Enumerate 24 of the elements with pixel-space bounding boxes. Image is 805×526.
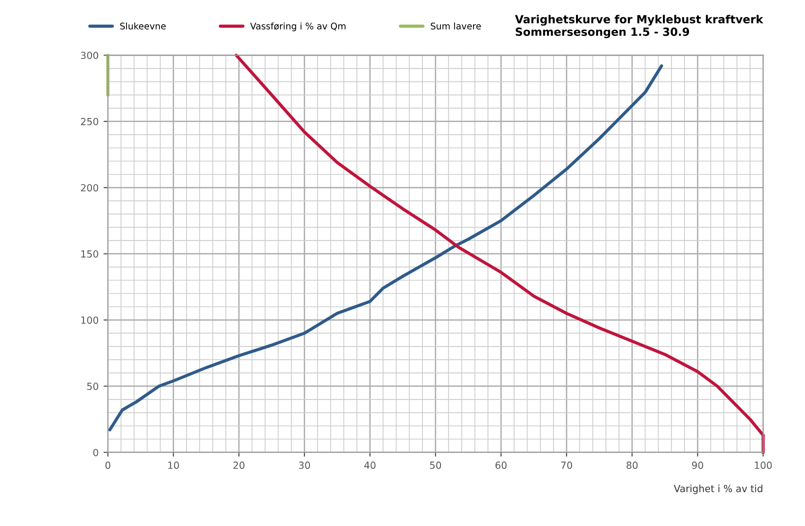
x-axis-title: Varighet i % av tid xyxy=(674,484,762,494)
x-tick-label: 10 xyxy=(168,462,179,469)
x-tick-label: 100 xyxy=(754,462,772,469)
chart-title: Varighetskurve for Myklebust kraftverk Sommersesongen 1.5 - 30.9 xyxy=(515,14,764,38)
y-tick-label: 100 xyxy=(81,316,98,324)
x-tick-label: 30 xyxy=(299,462,310,469)
x-tick-label: 60 xyxy=(496,462,507,469)
x-tick-label: 20 xyxy=(233,462,244,469)
x-tick-label: 50 xyxy=(430,462,442,469)
x-tick-label: 40 xyxy=(364,462,376,469)
y-tick-label: 300 xyxy=(81,52,98,60)
line-series xyxy=(108,64,664,432)
legend-label: Sum lavere xyxy=(430,22,481,30)
legend-label: Vassføring i % av Qm xyxy=(250,22,346,32)
y-tick-label: 0 xyxy=(93,448,98,456)
x-tick-label: 70 xyxy=(561,462,572,469)
y-tick-label: 150 xyxy=(81,250,98,258)
x-tick-label: 80 xyxy=(626,462,638,469)
legend-label: Slukeevne xyxy=(120,22,166,30)
x-tick-label: 0 xyxy=(105,462,110,469)
y-tick-label: 200 xyxy=(80,184,98,192)
x-tick-label: 90 xyxy=(692,462,704,469)
y-tick-label: 50 xyxy=(87,382,98,390)
y-tick-label: 250 xyxy=(80,118,98,126)
